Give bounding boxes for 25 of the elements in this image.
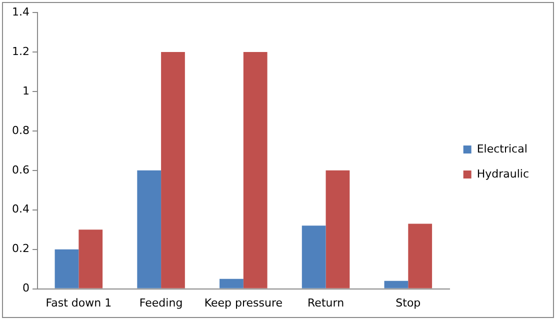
bar (326, 170, 350, 288)
x-tick-label: Fast down 1 (46, 296, 112, 310)
y-tick-label: 1.2 (12, 44, 30, 58)
bar (161, 52, 185, 288)
bar (137, 170, 162, 288)
bar (302, 226, 326, 288)
y-tick-label: 0.6 (12, 163, 30, 176)
y-tick-label: 1 (22, 84, 30, 98)
bar (384, 280, 408, 288)
y-tick-label: 0.8 (12, 124, 30, 137)
bar (408, 224, 432, 288)
bar (78, 230, 103, 288)
x-tick-label: Feeding (139, 296, 183, 310)
legend-label: Electrical (476, 142, 528, 156)
x-tick-label: Stop (396, 296, 421, 310)
y-tick-label: 0 (22, 282, 30, 295)
y-tick-label: 1.4 (12, 5, 30, 18)
x-tick-label: Keep pressure (204, 296, 283, 310)
legend-label: Hydraulic (476, 167, 530, 180)
y-tick-label: 0.2 (12, 242, 30, 256)
x-tick-label: Return (308, 296, 344, 310)
bar (54, 249, 79, 288)
y-tick-label: 0.4 (12, 202, 30, 216)
bar (220, 278, 244, 288)
bar (243, 52, 268, 288)
